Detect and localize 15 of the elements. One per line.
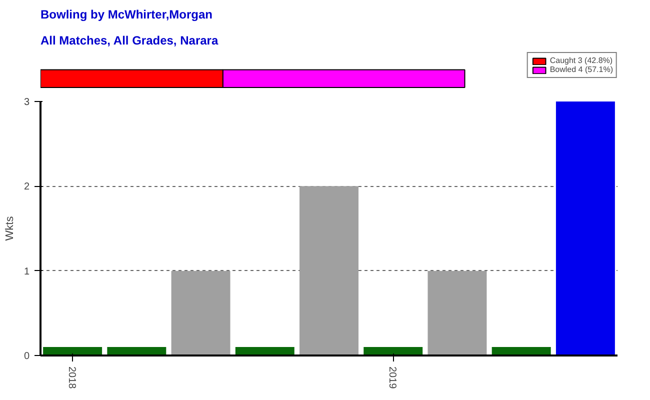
chart-title: Bowling by McWhirter,Morgan [40, 8, 213, 22]
y-tick-label: 2 [24, 182, 30, 193]
legend-label: Caught 3 (42.8%) [550, 56, 613, 65]
y-axis-title: Wkts [4, 216, 16, 241]
x-tick-label: 2019 [386, 366, 398, 390]
x-tick-label: 2018 [66, 366, 78, 390]
bar [428, 270, 487, 356]
bar [556, 102, 615, 356]
chart-subtitle: All Matches, All Grades, Narara [40, 34, 218, 48]
y-tick-label: 0 [24, 351, 30, 362]
legend-label: Bowled 4 (57.1%) [550, 65, 613, 74]
bar [300, 186, 358, 356]
y-tick-label: 3 [24, 97, 30, 108]
bar [171, 270, 230, 356]
y-tick-label: 1 [24, 266, 30, 278]
